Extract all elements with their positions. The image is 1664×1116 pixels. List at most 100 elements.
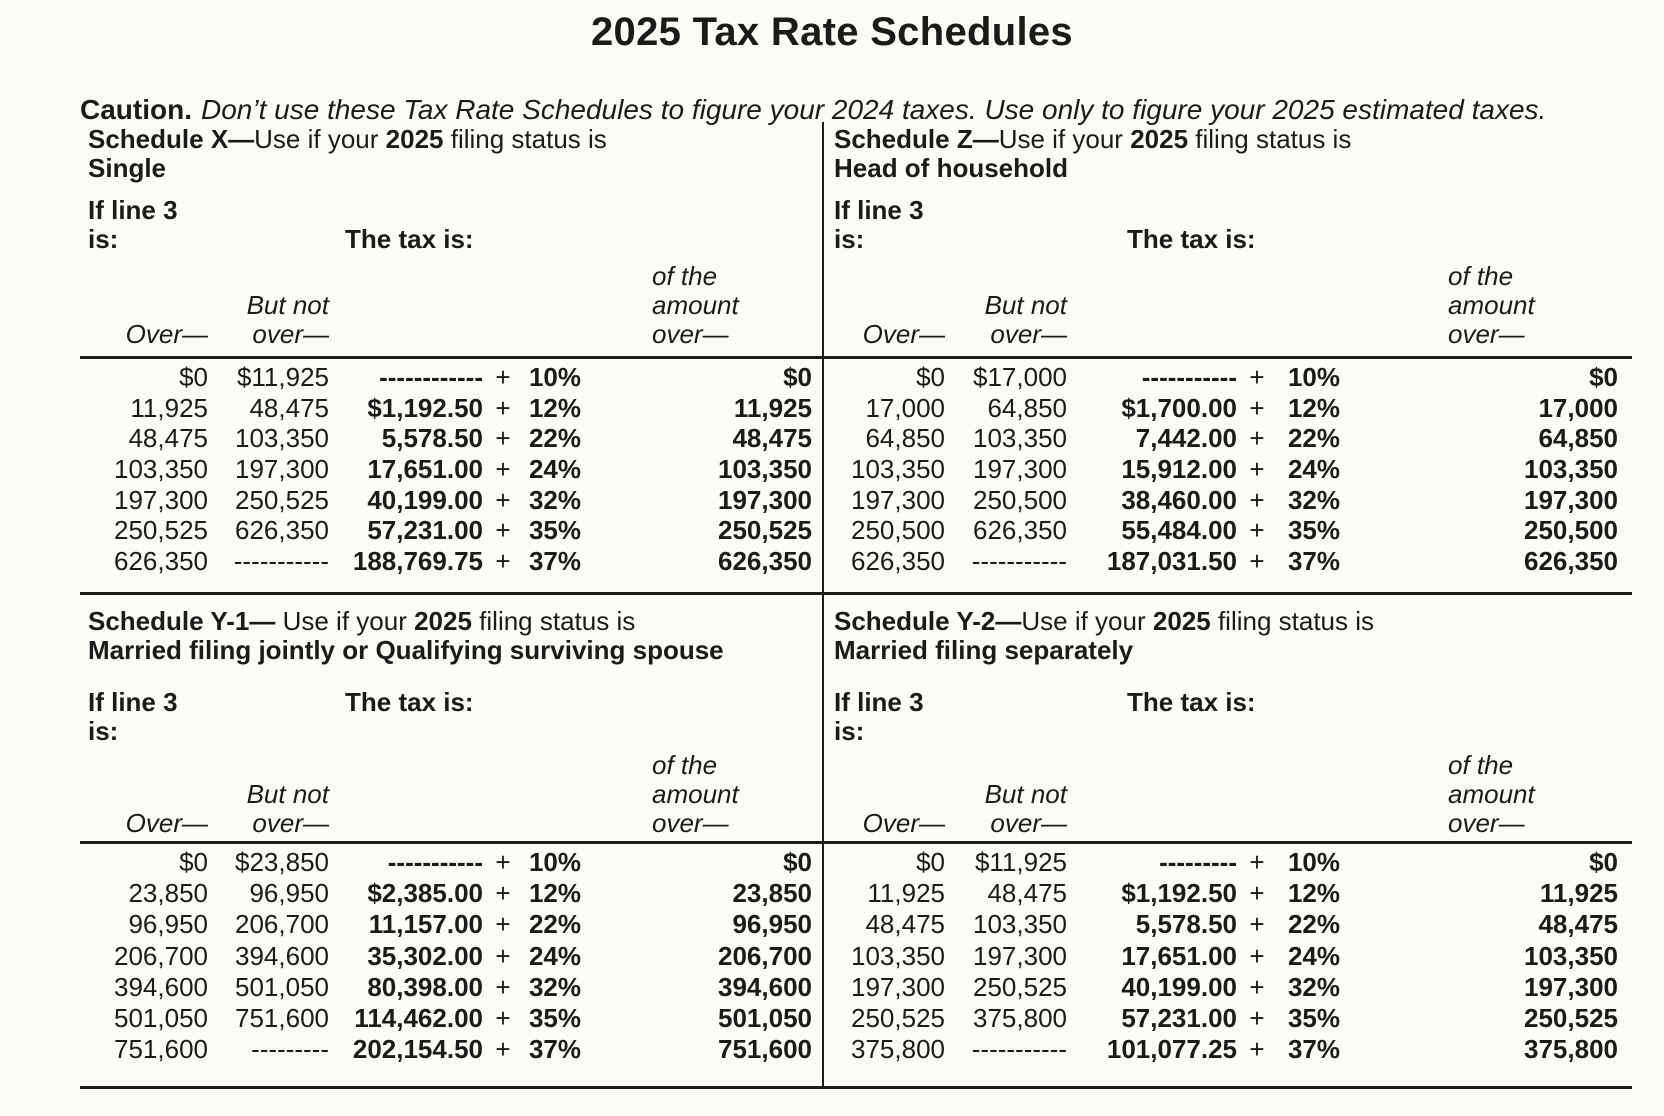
schedule-heading: Schedule Y-2—Use if your 2025 filing sta… <box>834 607 1374 665</box>
schedule-id: Schedule Y-1— <box>88 606 276 636</box>
plus-sign: + <box>495 454 511 485</box>
plus-sign: + <box>495 423 511 454</box>
but-not-over-cell: 626,350 <box>973 515 1067 546</box>
schedule-x-panel: Schedule X—Use if your 2025 filing statu… <box>80 120 823 594</box>
plus-sign: + <box>1249 971 1265 1002</box>
amount-over-cell: 48,475 <box>1538 909 1618 940</box>
rate-cell: 22% <box>528 909 581 940</box>
amount-line: amount <box>652 290 739 320</box>
tax-amount-cell: 40,199.00 <box>1121 971 1237 1002</box>
tax-amount-cell: 35,302.00 <box>367 940 483 971</box>
amount-over-cell: 626,350 <box>718 546 812 577</box>
over-cell: 96,950 <box>128 909 208 940</box>
tax-is-label: The tax is: <box>1127 687 1256 717</box>
tax-amount-cell: 57,231.00 <box>367 515 483 546</box>
bracket-table: $0 $17,000 ----------- +10% $0 17,000 64,850 $1… <box>823 362 1632 577</box>
plus-sign: + <box>1249 909 1265 940</box>
table-row: 17,000 64,850 $1,700.00 +12% 17,000 <box>823 393 1632 424</box>
schedule-z-panel: Schedule Z—Use if your 2025 filing statu… <box>823 120 1632 594</box>
rate-cell: 22% <box>1287 909 1340 940</box>
rate-cell: 35% <box>1287 1002 1340 1033</box>
amount-over-cell: 375,800 <box>1524 1034 1618 1065</box>
plus-sign: + <box>495 940 511 971</box>
over-cell: 250,500 <box>851 515 945 546</box>
bracket-table: $0 $11,925 --------- +10% $0 11,925 48,475 $1,1… <box>823 847 1632 1065</box>
is-label: is: <box>88 716 119 746</box>
amount-over-cell: $0 <box>783 847 812 877</box>
center-divider <box>822 122 824 1089</box>
over-cell: $0 <box>179 847 208 877</box>
schedule-y2-panel: Schedule Y-2—Use if your 2025 filing sta… <box>823 594 1632 1090</box>
tax-amount-cell: 7,442.00 <box>1135 423 1237 454</box>
over-cell: 206,700 <box>114 940 208 971</box>
rate-cell: 12% <box>1287 878 1340 909</box>
over-cell: 751,600 <box>114 1034 208 1065</box>
but-not-over-cell: 197,300 <box>973 940 1067 971</box>
table-row: 501,050 751,600 114,462.00 +35% 501,050 <box>80 1003 823 1034</box>
rate-cell: 35% <box>528 515 581 546</box>
of-the-line: of the <box>1448 261 1514 291</box>
if-line3-label: If line 3 <box>834 687 924 717</box>
table-row: 48,475 103,350 5,578.50 +22% 48,475 <box>80 423 823 454</box>
tax-amount-cell: ----------- <box>1141 362 1237 392</box>
but-not-over-cell: 206,700 <box>235 909 329 940</box>
table-row: 103,350 197,300 17,651.00 +24% 103,350 <box>823 941 1632 972</box>
over-cell: 103,350 <box>114 454 208 485</box>
amount-line: amount <box>1448 290 1535 320</box>
over-cell: 11,925 <box>867 878 945 909</box>
heading-year: 2025 <box>1130 124 1189 154</box>
amount-over-cell: 250,500 <box>1524 515 1618 546</box>
over-line: over— <box>652 808 729 838</box>
tax-is-label: The tax is: <box>1127 224 1256 254</box>
table-row: 96,950 206,700 11,157.00 +22% 96,950 <box>80 909 823 940</box>
heading-text: Use if your <box>998 124 1131 154</box>
rate-cell: 22% <box>528 423 581 454</box>
of-amount-over-column-header: of the amount over— <box>652 751 739 838</box>
amount-over-cell: 394,600 <box>718 971 812 1002</box>
table-row: 23,850 96,950 $2,385.00 +12% 23,850 <box>80 878 823 909</box>
tax-amount-cell: 101,077.25 <box>1106 1034 1237 1065</box>
rate-cell: 24% <box>1287 454 1340 485</box>
if-line3-label: If line 3 <box>88 687 178 717</box>
plus-sign: + <box>495 515 511 546</box>
plus-sign: + <box>1249 878 1265 909</box>
but-not-over-cell: $11,925 <box>236 362 329 392</box>
rate-cell: 35% <box>1287 515 1340 546</box>
rate-cell: 32% <box>1287 484 1340 515</box>
amount-over-cell: 103,350 <box>1524 454 1618 485</box>
bottom-header-rule <box>80 841 1632 844</box>
tax-amount-cell: 80,398.00 <box>367 971 483 1002</box>
plus-sign: + <box>495 909 511 940</box>
schedule-id: Schedule Y-2— <box>834 606 1022 636</box>
over-cell: 48,475 <box>128 423 208 454</box>
tax-amount-cell: 187,031.50 <box>1106 546 1237 577</box>
but-not-over-cell: 394,600 <box>235 940 329 971</box>
schedule-y1-panel: Schedule Y-1— Use if your 2025 filing st… <box>80 594 823 1090</box>
heading-text: filing status is <box>443 124 607 154</box>
schedule-id: Schedule X— <box>88 124 255 154</box>
plus-sign: + <box>495 392 511 423</box>
caution-note: Caution. Don’t use these Tax Rate Schedul… <box>80 94 1620 126</box>
but-not-over-cell: ----------- <box>971 546 1067 577</box>
over-cell: $0 <box>179 362 208 392</box>
of-amount-over-column-header: of the amount over— <box>652 262 739 349</box>
but-not-over-cell: 96,950 <box>249 878 329 909</box>
tax-is-label: The tax is: <box>345 687 474 717</box>
over-cell: 626,350 <box>851 546 945 577</box>
filing-status: Married filing jointly or Qualifying sur… <box>88 635 724 665</box>
tax-amount-cell: 202,154.50 <box>352 1034 483 1065</box>
tax-amount-cell: $2,385.00 <box>367 878 483 909</box>
plus-sign: + <box>495 878 511 909</box>
tax-is-label: The tax is: <box>345 224 474 254</box>
rate-cell: 22% <box>1287 423 1340 454</box>
plus-sign: + <box>495 1002 511 1033</box>
but-not-over-cell: 751,600 <box>235 1002 329 1033</box>
of-the-line: of the <box>652 261 718 291</box>
over-line: over— <box>990 319 1067 349</box>
but-not-line: But not <box>246 290 329 320</box>
but-not-over-cell: 501,050 <box>235 971 329 1002</box>
but-not-over-column-header: But not over— <box>985 780 1067 838</box>
over-cell: $0 <box>916 362 945 392</box>
tax-amount-cell: ----------- <box>387 847 483 877</box>
